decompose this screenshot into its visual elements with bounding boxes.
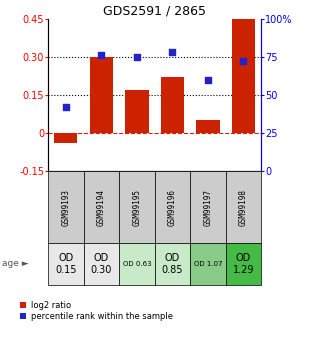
Point: [206, 77, 211, 82]
Text: OD
0.30: OD 0.30: [91, 253, 112, 275]
Bar: [119, 171, 155, 243]
Bar: [190, 243, 226, 285]
Text: GSM99193: GSM99193: [62, 188, 71, 226]
Text: GSM99195: GSM99195: [132, 188, 142, 226]
Text: OD 0.63: OD 0.63: [123, 261, 151, 267]
Title: GDS2591 / 2865: GDS2591 / 2865: [103, 5, 206, 18]
Text: OD
0.15: OD 0.15: [55, 253, 77, 275]
Bar: [90, 57, 113, 133]
Point: [241, 59, 246, 64]
Point: [63, 104, 68, 110]
Point: [134, 54, 139, 60]
Bar: [197, 120, 220, 133]
Text: OD 1.07: OD 1.07: [194, 261, 222, 267]
Bar: [125, 90, 149, 133]
Text: GSM99194: GSM99194: [97, 188, 106, 226]
Text: OD
1.29: OD 1.29: [233, 253, 254, 275]
Bar: [226, 243, 261, 285]
Bar: [226, 171, 261, 243]
Text: GSM99196: GSM99196: [168, 188, 177, 226]
Bar: [155, 243, 190, 285]
Text: GSM99198: GSM99198: [239, 188, 248, 226]
Bar: [190, 171, 226, 243]
Bar: [119, 243, 155, 285]
Bar: [155, 171, 190, 243]
Text: GSM99197: GSM99197: [203, 188, 212, 226]
Text: age ►: age ►: [2, 259, 28, 268]
Point: [170, 50, 175, 55]
Legend: log2 ratio, percentile rank within the sample: log2 ratio, percentile rank within the s…: [20, 301, 173, 321]
Bar: [84, 171, 119, 243]
Bar: [48, 243, 84, 285]
Bar: [54, 133, 77, 143]
Bar: [161, 77, 184, 133]
Bar: [48, 171, 84, 243]
Bar: [84, 243, 119, 285]
Text: OD
0.85: OD 0.85: [162, 253, 183, 275]
Point: [99, 53, 104, 58]
Bar: [232, 19, 255, 133]
